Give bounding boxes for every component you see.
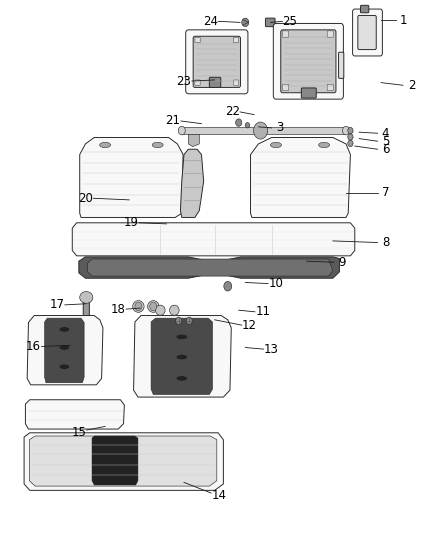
Text: 3: 3 bbox=[277, 122, 284, 134]
FancyBboxPatch shape bbox=[283, 84, 289, 91]
Circle shape bbox=[343, 126, 350, 135]
Ellipse shape bbox=[176, 334, 187, 340]
Polygon shape bbox=[251, 138, 350, 217]
FancyBboxPatch shape bbox=[193, 36, 240, 87]
Circle shape bbox=[348, 134, 353, 140]
Circle shape bbox=[348, 127, 353, 134]
Circle shape bbox=[176, 317, 182, 325]
Ellipse shape bbox=[80, 292, 93, 303]
Text: 13: 13 bbox=[264, 343, 279, 356]
Polygon shape bbox=[79, 257, 339, 278]
FancyBboxPatch shape bbox=[339, 52, 344, 78]
Circle shape bbox=[186, 317, 192, 325]
Polygon shape bbox=[29, 436, 217, 486]
Circle shape bbox=[254, 122, 268, 139]
Polygon shape bbox=[188, 134, 199, 147]
Circle shape bbox=[245, 123, 250, 128]
FancyBboxPatch shape bbox=[265, 18, 275, 27]
Polygon shape bbox=[151, 318, 212, 394]
Text: 23: 23 bbox=[177, 75, 191, 87]
FancyBboxPatch shape bbox=[327, 84, 333, 91]
Polygon shape bbox=[180, 149, 204, 217]
FancyBboxPatch shape bbox=[283, 31, 289, 37]
Ellipse shape bbox=[318, 142, 330, 148]
Circle shape bbox=[178, 126, 185, 135]
Text: 22: 22 bbox=[225, 106, 240, 118]
Text: 16: 16 bbox=[25, 340, 40, 353]
Text: 15: 15 bbox=[71, 426, 86, 439]
Ellipse shape bbox=[270, 142, 281, 148]
FancyBboxPatch shape bbox=[195, 37, 200, 43]
FancyBboxPatch shape bbox=[233, 37, 239, 43]
Text: 4: 4 bbox=[381, 127, 389, 140]
FancyBboxPatch shape bbox=[195, 80, 200, 85]
FancyBboxPatch shape bbox=[281, 30, 336, 93]
FancyBboxPatch shape bbox=[83, 297, 89, 317]
FancyBboxPatch shape bbox=[327, 31, 333, 37]
FancyBboxPatch shape bbox=[186, 30, 248, 94]
FancyBboxPatch shape bbox=[233, 80, 239, 85]
Text: 24: 24 bbox=[203, 15, 218, 28]
Text: 8: 8 bbox=[382, 236, 389, 249]
FancyBboxPatch shape bbox=[353, 9, 382, 56]
Ellipse shape bbox=[59, 327, 70, 332]
Circle shape bbox=[224, 281, 232, 291]
Text: 21: 21 bbox=[166, 115, 180, 127]
Text: 7: 7 bbox=[381, 187, 389, 199]
Text: 5: 5 bbox=[382, 135, 389, 148]
Text: 18: 18 bbox=[111, 303, 126, 316]
Polygon shape bbox=[182, 127, 346, 134]
Text: 12: 12 bbox=[242, 319, 257, 332]
Text: 2: 2 bbox=[408, 79, 416, 92]
Text: 1: 1 bbox=[399, 14, 407, 27]
Text: 25: 25 bbox=[282, 15, 297, 28]
FancyBboxPatch shape bbox=[273, 23, 343, 99]
Polygon shape bbox=[27, 316, 103, 385]
FancyBboxPatch shape bbox=[301, 88, 316, 98]
FancyBboxPatch shape bbox=[358, 15, 376, 50]
Text: 11: 11 bbox=[255, 305, 270, 318]
Text: 14: 14 bbox=[212, 489, 226, 502]
Circle shape bbox=[242, 18, 249, 27]
Circle shape bbox=[348, 140, 353, 147]
Ellipse shape bbox=[99, 142, 110, 148]
Ellipse shape bbox=[148, 301, 159, 312]
Ellipse shape bbox=[152, 142, 163, 148]
Polygon shape bbox=[24, 433, 223, 490]
Polygon shape bbox=[25, 400, 124, 429]
Ellipse shape bbox=[155, 305, 165, 316]
Ellipse shape bbox=[176, 376, 187, 381]
Polygon shape bbox=[80, 138, 183, 217]
Polygon shape bbox=[88, 259, 333, 276]
Ellipse shape bbox=[133, 301, 144, 312]
Text: 6: 6 bbox=[381, 143, 389, 156]
Ellipse shape bbox=[170, 305, 179, 316]
FancyBboxPatch shape bbox=[209, 77, 221, 87]
Polygon shape bbox=[45, 318, 84, 383]
Text: 9: 9 bbox=[338, 256, 346, 269]
Text: 17: 17 bbox=[49, 298, 64, 311]
Ellipse shape bbox=[59, 364, 70, 369]
Circle shape bbox=[135, 302, 142, 311]
Ellipse shape bbox=[59, 345, 70, 350]
Polygon shape bbox=[72, 223, 355, 256]
Ellipse shape bbox=[176, 354, 187, 360]
Text: 19: 19 bbox=[124, 216, 139, 229]
Circle shape bbox=[150, 302, 157, 311]
Circle shape bbox=[236, 119, 242, 126]
Text: 20: 20 bbox=[78, 192, 93, 205]
Polygon shape bbox=[92, 436, 138, 485]
FancyBboxPatch shape bbox=[360, 5, 369, 13]
Polygon shape bbox=[134, 316, 231, 397]
Text: 10: 10 bbox=[268, 277, 283, 290]
